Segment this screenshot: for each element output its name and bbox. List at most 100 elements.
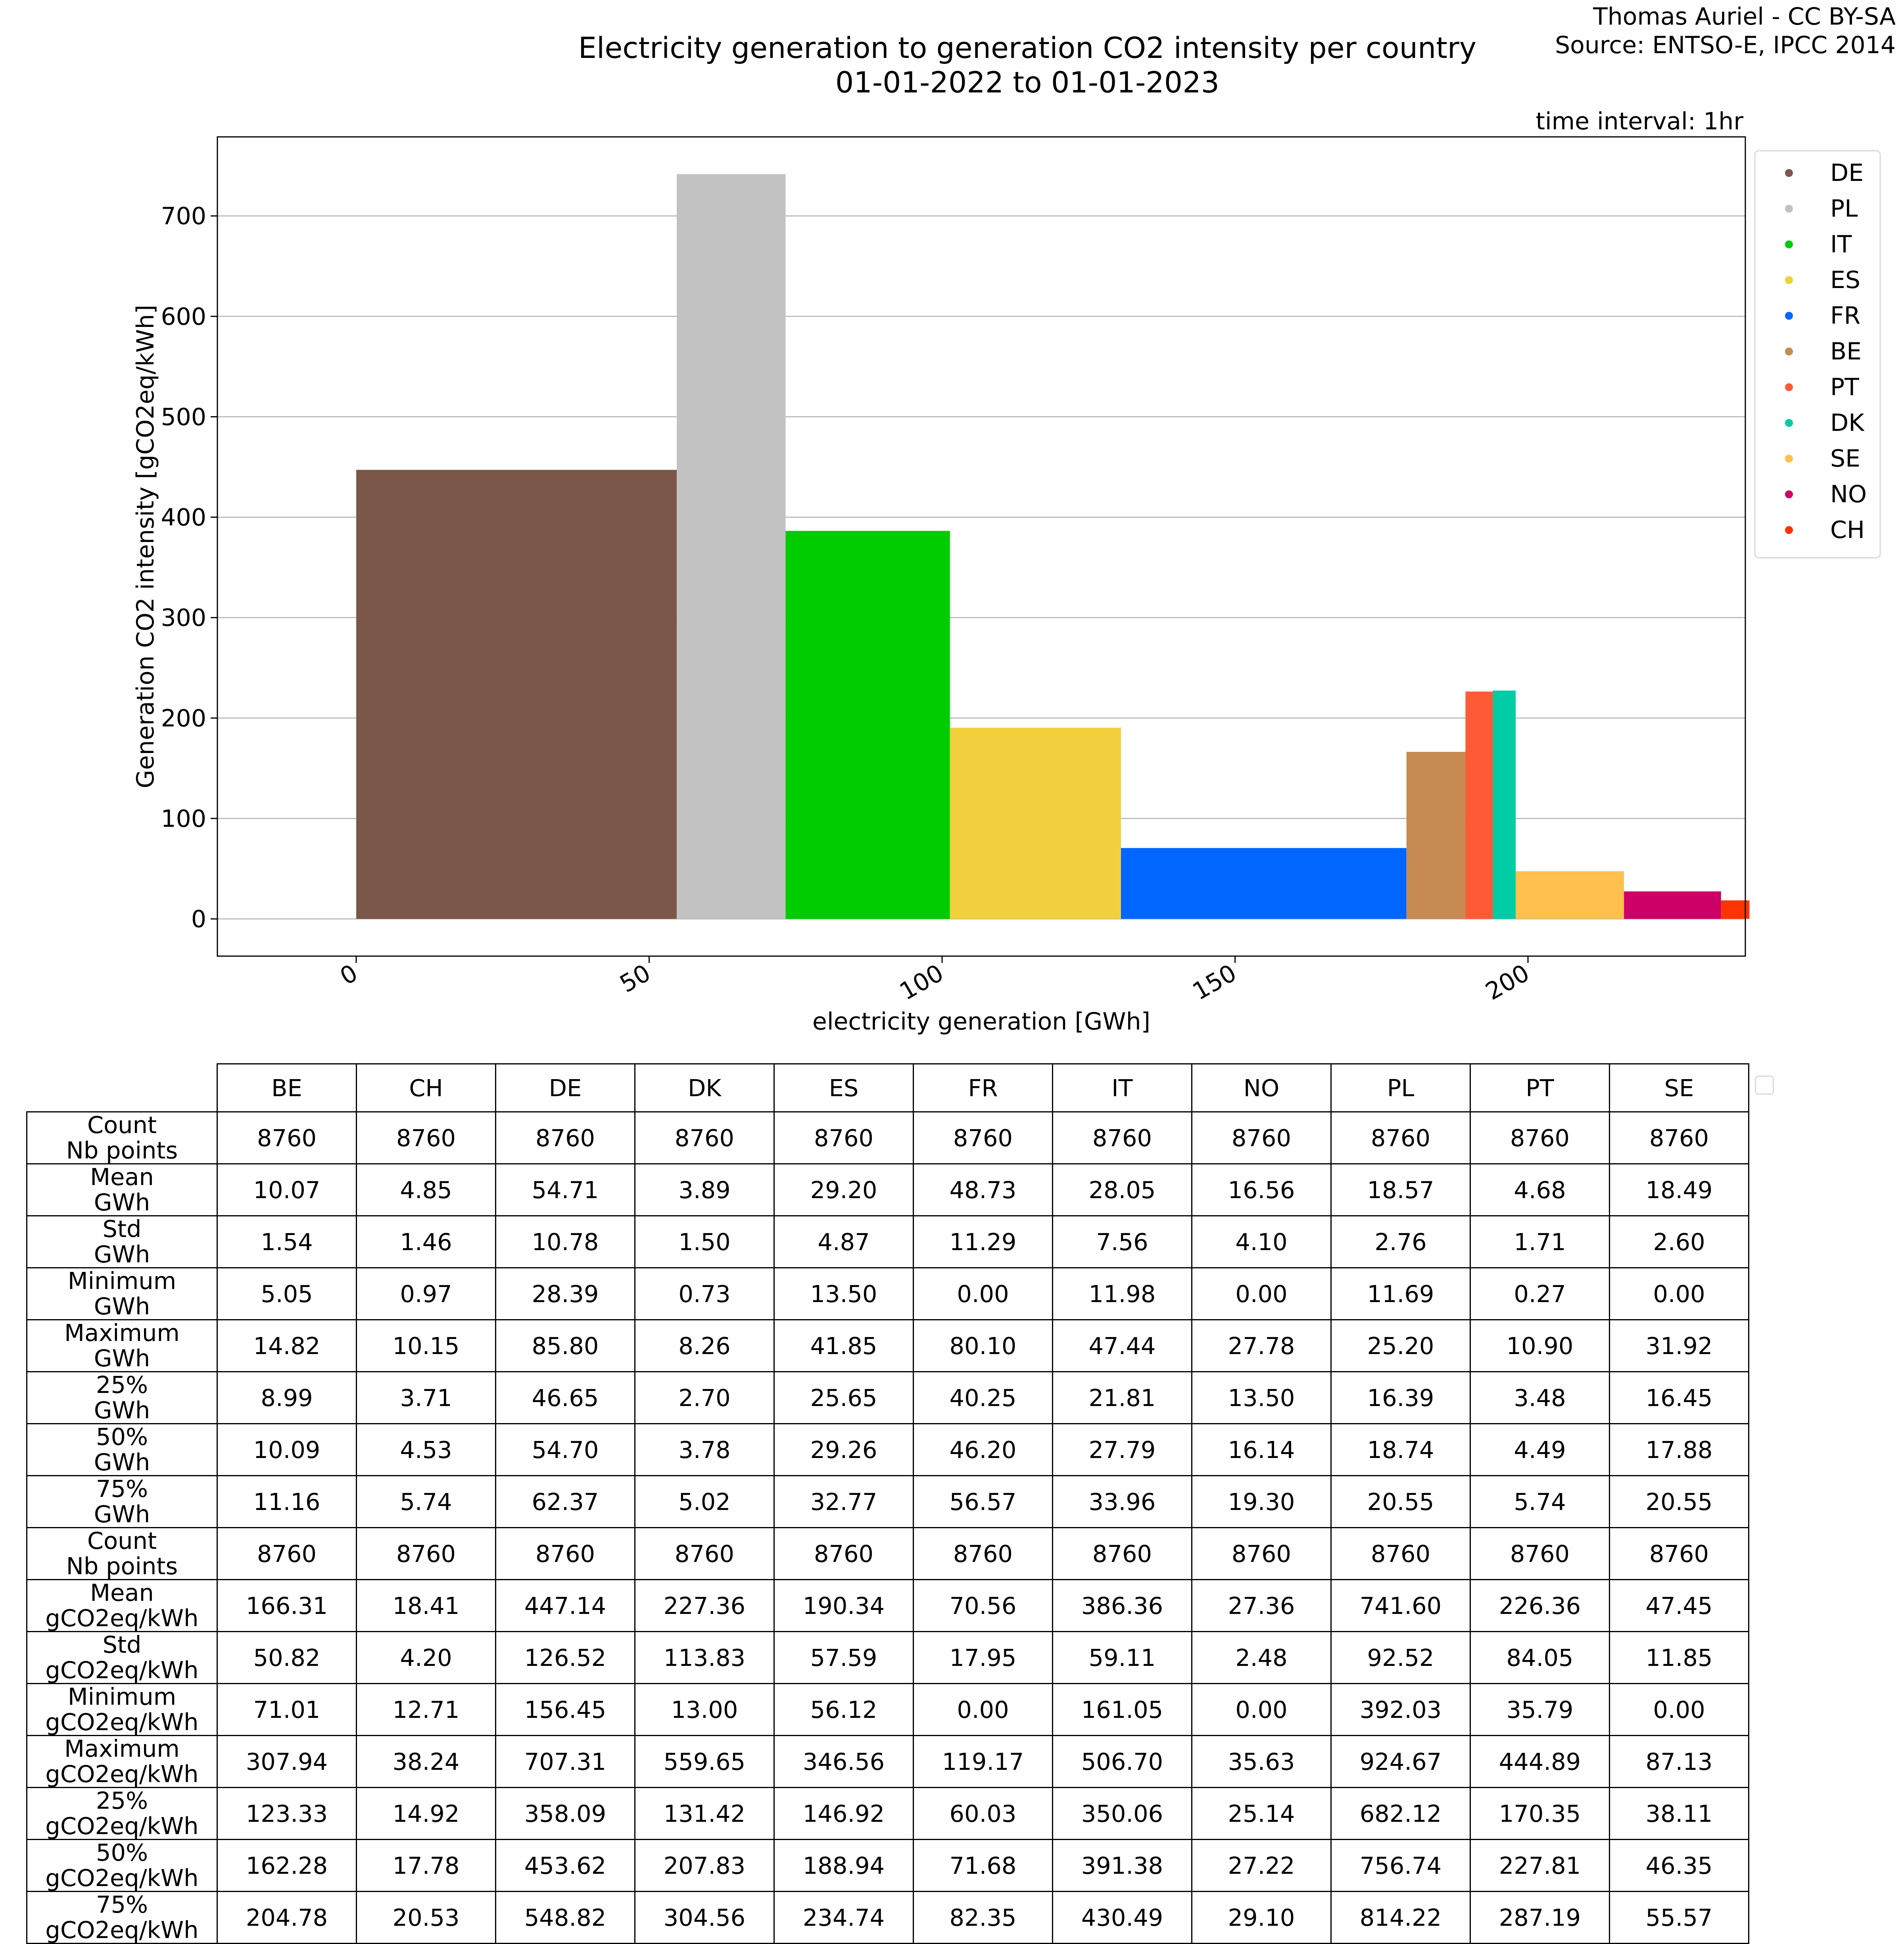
table-cell: 20.55 (1330, 1475, 1471, 1528)
table-cell: 0.00 (1609, 1267, 1749, 1320)
table-cell: 131.42 (634, 1787, 775, 1840)
table-row: 25% gCO2eq/kWh 123.33 14.92 358.09 131.42 146.… (26, 1787, 1749, 1840)
legend-marker-de (1785, 169, 1793, 177)
table-cell: 392.03 (1330, 1683, 1471, 1736)
table-cell: 14.82 (217, 1319, 357, 1372)
table-cell: 8760 (1191, 1111, 1332, 1164)
credit-text: Thomas Auriel - CC BY-SA Source: ENTSO-E… (1555, 2, 1896, 60)
table-row: Count Nb points 8760 8760 8760 8760 8760 8760 87… (26, 1527, 1749, 1580)
table-cell: 7.56 (1052, 1215, 1192, 1268)
table-cell: 119.17 (913, 1735, 1053, 1788)
bar-no (1624, 891, 1721, 919)
table-cell: 71.01 (217, 1683, 357, 1736)
credit-author: Thomas Auriel - CC BY-SA (1593, 3, 1896, 31)
table-cell: 17.95 (913, 1631, 1053, 1684)
table-row: Maximum GWh 14.82 10.15 85.80 8.26 41.85 80.10 4… (26, 1319, 1749, 1372)
legend-label-es: ES (1830, 266, 1860, 294)
table-cell: 27.78 (1191, 1319, 1332, 1372)
table-cell: 84.05 (1470, 1631, 1610, 1684)
table-cell: 31.92 (1609, 1319, 1749, 1372)
table-cell: 56.12 (774, 1683, 914, 1736)
legend-marker-dk (1785, 419, 1793, 427)
table-cell: 814.22 (1330, 1891, 1471, 1944)
table-cell: 17.78 (356, 1839, 496, 1892)
x-tick-label: 150 (1188, 959, 1241, 1006)
table-cell: 756.74 (1330, 1839, 1471, 1892)
table-cell: 113.83 (634, 1631, 775, 1684)
y-tick-label: 600 (161, 303, 206, 330)
bar-fr (1121, 848, 1407, 919)
table-cell: 28.39 (495, 1267, 635, 1320)
legend-marker-pl (1785, 205, 1793, 213)
table-cell: 4.53 (356, 1423, 496, 1476)
table-row: 50% gCO2eq/kWh 162.28 17.78 453.62 207.83 188.… (26, 1839, 1749, 1892)
table-cell: 4.85 (356, 1163, 496, 1216)
table-cell: 8760 (1330, 1111, 1471, 1164)
table-cell: 307.94 (217, 1735, 357, 1788)
table-cell: 8760 (1330, 1527, 1471, 1580)
table-cell: 70.56 (913, 1579, 1053, 1632)
table-row: Std gCO2eq/kWh 50.82 4.20 126.52 113.83 57.59 1… (26, 1631, 1749, 1684)
table-cell: 47.45 (1609, 1579, 1749, 1632)
table-cell: 5.74 (356, 1475, 496, 1528)
table-cell: 170.35 (1470, 1787, 1610, 1840)
table-cell: 707.31 (495, 1735, 635, 1788)
table-cell: 20.53 (356, 1891, 496, 1944)
column-header-es: ES (774, 1063, 914, 1112)
table-row: 50% GWh 10.09 4.53 54.70 3.78 29.26 46.20 27.79 1… (26, 1423, 1749, 1476)
plot-area (217, 136, 1746, 957)
table-cell: 46.20 (913, 1423, 1053, 1476)
table-cell: 4.68 (1470, 1163, 1610, 1216)
table-cell: 10.78 (495, 1215, 635, 1268)
bar-es (950, 728, 1121, 919)
bar-it (785, 531, 950, 919)
legend-marker-pt (1785, 383, 1793, 391)
table-cell: 10.09 (217, 1423, 357, 1476)
y-tick-label: 300 (161, 604, 206, 632)
table-cell: 8760 (356, 1527, 496, 1580)
bar-ch (1721, 900, 1750, 919)
table-cell: 204.78 (217, 1891, 357, 1944)
table-cell: 50.82 (217, 1631, 357, 1684)
table-cell: 1.71 (1470, 1215, 1610, 1268)
table-cell: 304.56 (634, 1891, 775, 1944)
table-cell: 12.71 (356, 1683, 496, 1736)
table-cell: 8760 (495, 1111, 635, 1164)
table-cell: 10.15 (356, 1319, 496, 1372)
table-cell: 27.22 (1191, 1839, 1332, 1892)
table-cell: 8760 (1052, 1111, 1192, 1164)
table-cell: 207.83 (634, 1839, 775, 1892)
table-cell: 21.81 (1052, 1371, 1192, 1424)
y-axis-label: Generation CO2 intensity [gCO2eq/kWh] (132, 305, 159, 788)
table-cell: 8760 (1052, 1527, 1192, 1580)
table-cell: 8760 (913, 1111, 1053, 1164)
row-header: Minimum GWh (26, 1267, 218, 1320)
row-header: 25% GWh (26, 1371, 218, 1424)
table-cell: 1.46 (356, 1215, 496, 1268)
table-cell: 25.65 (774, 1371, 914, 1424)
legend-label-de: DE (1830, 159, 1864, 187)
table-cell: 35.79 (1470, 1683, 1610, 1736)
table-cell: 2.70 (634, 1371, 775, 1424)
table-cell: 38.11 (1609, 1787, 1749, 1840)
table-cell: 82.35 (913, 1891, 1053, 1944)
time-interval-label: time interval: 1hr (1535, 108, 1743, 135)
row-header: Mean GWh (26, 1163, 218, 1216)
table-cell: 453.62 (495, 1839, 635, 1892)
table-cell: 62.37 (495, 1475, 635, 1528)
table-row: 75% gCO2eq/kWh 204.78 20.53 548.82 304.56 234.… (26, 1891, 1749, 1944)
table-cell: 16.39 (1330, 1371, 1471, 1424)
legend-marker-es (1785, 276, 1793, 284)
table-cell: 226.36 (1470, 1579, 1610, 1632)
table-cell: 71.68 (913, 1839, 1053, 1892)
table-cell: 2.76 (1330, 1215, 1471, 1268)
row-header: Maximum GWh (26, 1319, 218, 1372)
table-cell: 32.77 (774, 1475, 914, 1528)
row-header: 50% GWh (26, 1423, 218, 1476)
table-cell: 4.10 (1191, 1215, 1332, 1268)
bar-dk (1493, 690, 1516, 919)
table-cell: 8760 (913, 1527, 1053, 1580)
table-cell: 85.80 (495, 1319, 635, 1372)
table-cell: 161.05 (1052, 1683, 1192, 1736)
row-header: 75% GWh (26, 1475, 218, 1528)
